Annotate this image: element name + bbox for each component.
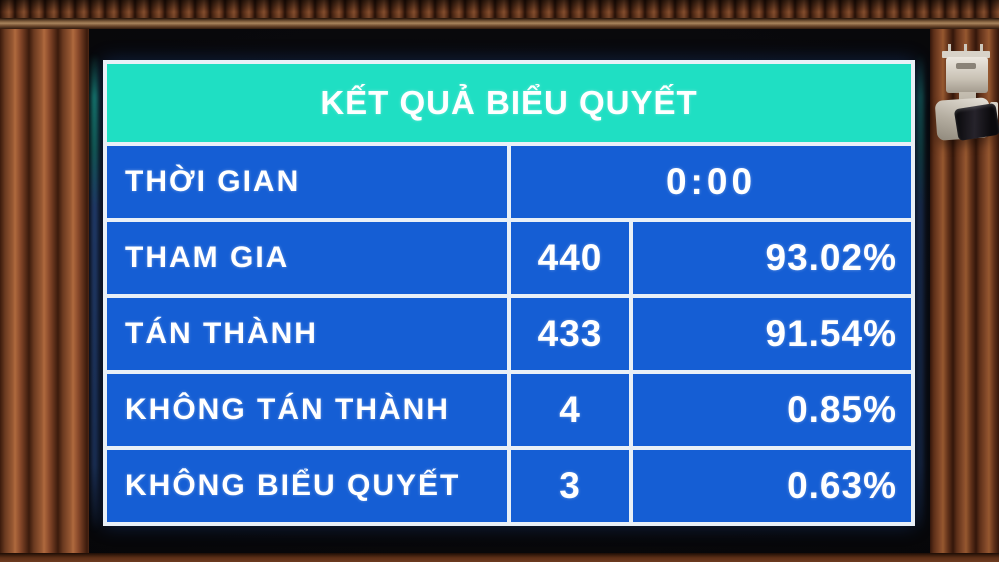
wood-paneling-top	[0, 0, 999, 20]
board-title: KẾT QUẢ BIỂU QUYẾT	[107, 64, 911, 142]
camera-bracket-prong-icon	[964, 44, 967, 53]
row-disapprove-count: 4	[511, 374, 629, 446]
wood-paneling-left	[0, 27, 89, 555]
row-participate-percent: 93.02%	[633, 222, 911, 294]
row-disapprove-label: KHÔNG TÁN THÀNH	[107, 374, 507, 446]
camera-neck	[959, 92, 976, 100]
wood-sill-bottom	[0, 553, 999, 562]
wood-trim-bar	[0, 18, 999, 29]
row-time-value: 0:00	[511, 146, 911, 218]
screen-glow-left	[91, 54, 98, 532]
screen-glow-right	[917, 54, 924, 532]
row-approve-percent: 91.54%	[633, 298, 911, 370]
security-camera	[934, 44, 999, 156]
row-disapprove-percent: 0.85%	[633, 374, 911, 446]
row-time-label: THỜI GIAN	[107, 146, 507, 218]
vote-results-board: KẾT QUẢ BIỂU QUYẾT THỜI GIAN 0:00 THAM G…	[103, 60, 915, 526]
row-participate-label: THAM GIA	[107, 222, 507, 294]
camera-lens-icon	[953, 102, 999, 142]
led-display-screen: KẾT QUẢ BIỂU QUYẾT THỜI GIAN 0:00 THAM G…	[84, 26, 933, 555]
row-abstain-label: KHÔNG BIỂU QUYẾT	[107, 450, 507, 522]
row-abstain-count: 3	[511, 450, 629, 522]
row-approve-count: 433	[511, 298, 629, 370]
camera-mount-plate	[942, 51, 990, 58]
camera-bracket-prong-icon	[980, 44, 983, 53]
row-participate-count: 440	[511, 222, 629, 294]
row-abstain-percent: 0.63%	[633, 450, 911, 522]
row-approve-label: TÁN THÀNH	[107, 298, 507, 370]
camera-bracket-prong-icon	[948, 44, 951, 53]
camera-vent-slot	[956, 63, 976, 69]
